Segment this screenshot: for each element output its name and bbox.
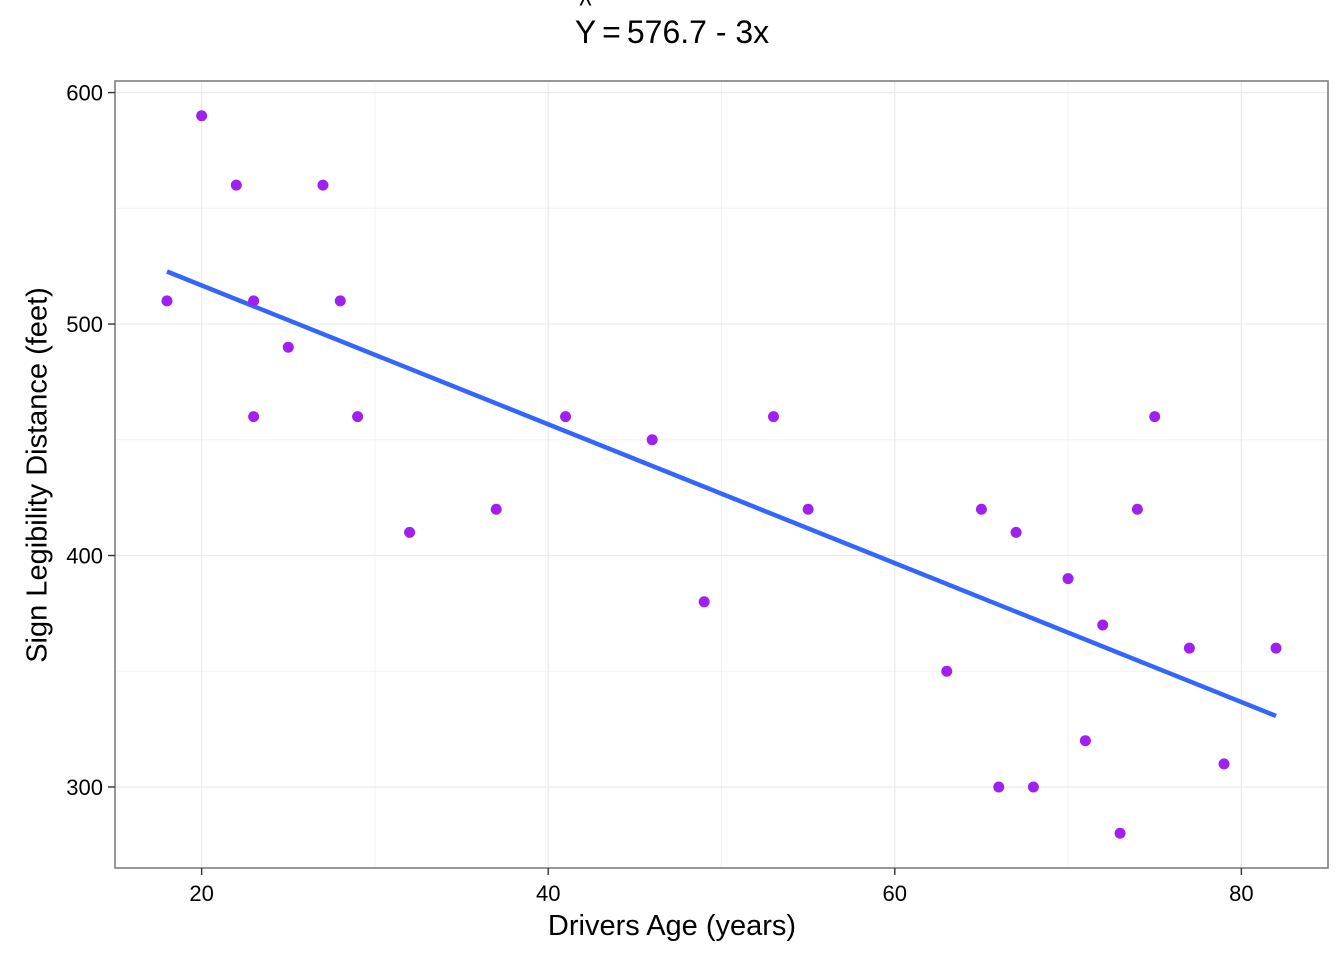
regression-line <box>166 269 1277 719</box>
plot-panel-border <box>114 80 1329 869</box>
data-point <box>1149 411 1161 423</box>
grid-lines <box>115 81 1328 868</box>
x-axis: 20 40 60 80 <box>189 868 1254 906</box>
data-point <box>161 295 173 307</box>
equals-sign: = <box>602 14 621 50</box>
equation-rhs: 576.7 - 3x <box>626 14 770 50</box>
y-tick-label: 500 <box>66 312 103 337</box>
chart-title: ^ Y = 576.7 - 3x <box>0 0 1344 51</box>
data-point <box>1114 827 1126 839</box>
data-point <box>196 110 208 122</box>
regression-line-layer <box>166 269 1277 719</box>
data-point <box>317 179 329 191</box>
data-point <box>334 295 346 307</box>
data-point <box>1062 573 1074 585</box>
data-point <box>767 411 779 423</box>
y-axis-label: Sign Legibility Distance (feet) <box>21 287 54 663</box>
data-point <box>282 341 294 353</box>
data-point <box>802 503 814 515</box>
y-tick-label: 300 <box>66 775 103 800</box>
data-point <box>1218 758 1230 770</box>
data-point <box>1097 619 1109 631</box>
y-symbol: Y <box>574 14 597 50</box>
data-point <box>404 526 416 538</box>
data-point <box>1270 642 1282 654</box>
x-tick-label: 20 <box>189 881 213 906</box>
data-point <box>1027 781 1039 793</box>
x-axis-label: Drivers Age (years) <box>547 910 797 942</box>
y-hat-symbol: ^ Y <box>574 0 597 51</box>
y-tick-label: 400 <box>66 544 103 569</box>
data-point <box>1183 642 1195 654</box>
x-tick-label: 80 <box>1229 881 1253 906</box>
data-point <box>248 295 260 307</box>
data-point <box>1010 526 1022 538</box>
data-point <box>698 596 710 608</box>
data-point <box>248 411 260 423</box>
data-point <box>646 434 658 446</box>
data-point <box>490 503 502 515</box>
data-point <box>975 503 987 515</box>
data-point <box>352 411 364 423</box>
y-tick-label: 600 <box>66 81 103 106</box>
data-point <box>1131 503 1143 515</box>
data-point <box>1079 735 1091 747</box>
hat-accent: ^ <box>579 0 592 20</box>
y-axis: 300 400 500 600 <box>66 81 115 800</box>
data-point <box>993 781 1005 793</box>
x-tick-label: 60 <box>883 881 907 906</box>
data-points-layer <box>161 110 1282 839</box>
data-point <box>941 665 953 677</box>
x-tick-label: 40 <box>536 881 560 906</box>
data-point <box>230 179 242 191</box>
data-point <box>560 411 572 423</box>
